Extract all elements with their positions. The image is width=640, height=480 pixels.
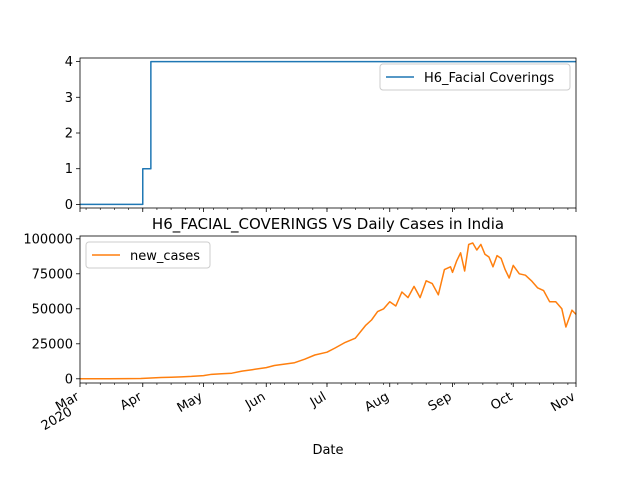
- y-tick-label: 25000: [32, 337, 73, 352]
- y-tick-label: 75000: [32, 267, 73, 282]
- x-tick-label: Jul: [307, 389, 329, 410]
- legend-label: new_cases: [130, 249, 200, 264]
- facial-coverings-axes: 0 1 2 3 4 H6_Facial Coverings: [65, 55, 577, 213]
- x-tick-label: May: [175, 389, 206, 416]
- chart-title: H6_FACIAL_COVERINGS VS Daily Cases in In…: [152, 215, 504, 234]
- axes-frame: [79, 235, 577, 384]
- legend-box: [85, 241, 211, 269]
- y-tick-label: 50000: [32, 302, 73, 317]
- x-tick-label: Sep: [426, 389, 455, 414]
- legend-box: [379, 63, 571, 91]
- x-tick-label: Aug: [362, 389, 391, 415]
- y-tick-label: 100000: [23, 232, 73, 247]
- y-tick-label: 0: [65, 198, 73, 213]
- x-tick-label: Apr: [118, 389, 146, 414]
- series-line-new-cases: [79, 242, 577, 380]
- y-tick-label: 3: [65, 91, 73, 106]
- x-tick-label: Oct: [488, 389, 515, 413]
- y-tick-label: 1: [65, 162, 73, 177]
- y-tick-label: 4: [65, 55, 73, 70]
- legend-label: H6_Facial Coverings: [424, 71, 554, 86]
- series-line-h6-facial-coverings: [80, 60, 576, 206]
- y-tick-label: 2: [65, 127, 73, 142]
- x-tick-label: Nov: [549, 389, 579, 415]
- x-axis-label: Date: [312, 443, 343, 458]
- y-tick-label: 0: [65, 372, 73, 387]
- x-tick-label: Jun: [242, 389, 268, 413]
